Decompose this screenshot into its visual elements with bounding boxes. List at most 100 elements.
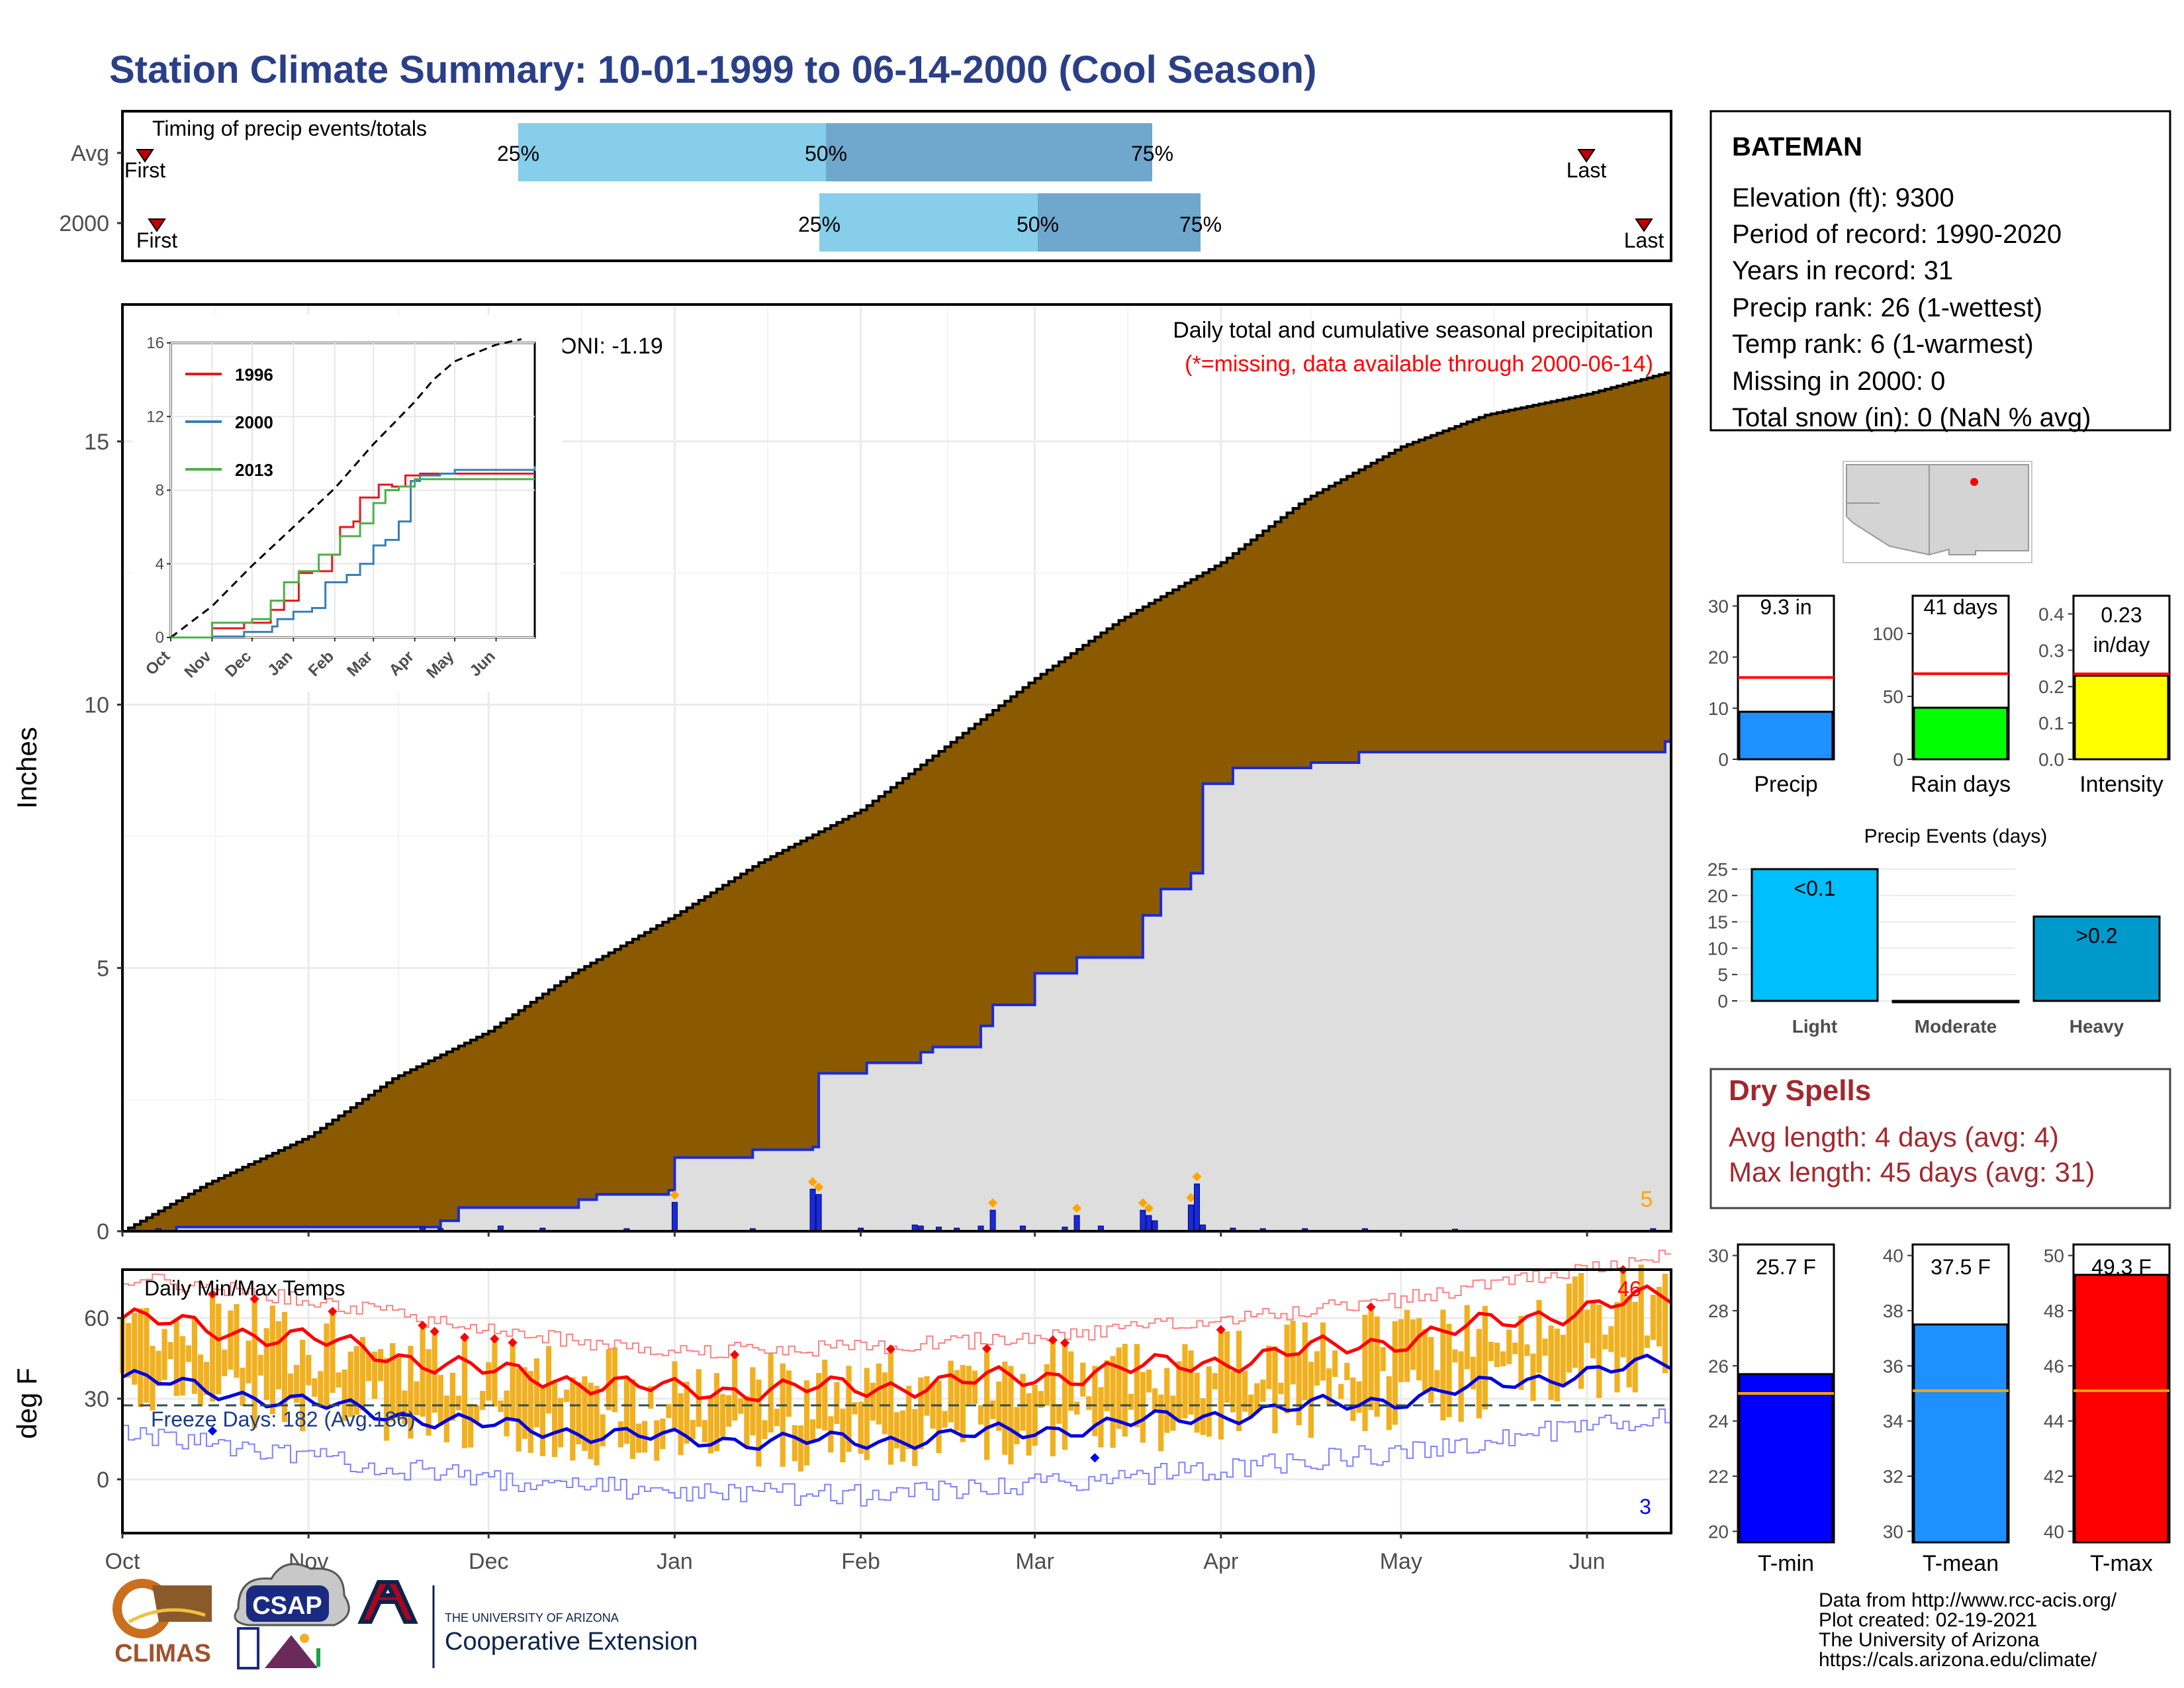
temp-summary-ytick-label: 42 <box>2044 1466 2064 1487</box>
temp-day-bar <box>852 1402 858 1415</box>
inset-gridlines <box>170 342 535 638</box>
mini-bar-value <box>2073 675 2169 761</box>
heavy-event-marker <box>1072 1203 1082 1213</box>
events-ytick-label: 0 <box>1717 991 1728 1011</box>
temp-day-bar <box>978 1405 984 1425</box>
temp-day-bar <box>882 1372 888 1434</box>
ua-top-text: THE UNIVERSITY OF ARIZONA <box>445 1611 619 1624</box>
temp-day-bar <box>762 1420 768 1439</box>
temp-day-bar <box>527 1371 533 1453</box>
temp-day-bar <box>1278 1382 1284 1395</box>
record-high-marker <box>1048 1335 1058 1345</box>
temp-summary-t-min: 25.7 F 20 22 24 26 28 30 T-min <box>1708 1243 1835 1576</box>
temp-day-bar <box>1542 1338 1548 1356</box>
timing-avg-first: First <box>124 158 165 182</box>
precip-yaxis: 0 5 10 15 <box>84 430 122 1244</box>
temp-summary-ytick-label: 40 <box>2044 1521 2064 1542</box>
footer-line: The University of Arizona <box>1819 1629 2040 1651</box>
temp-day-bar <box>228 1310 234 1370</box>
record-high-marker <box>328 1307 338 1317</box>
station-line: Total snow (in): 0 (NaN % avg) <box>1732 403 2091 432</box>
mini-bar-label: Precip <box>1754 772 1817 797</box>
timing-avg-p75: 75% <box>1131 142 1173 165</box>
temp-day-bar <box>1242 1370 1248 1412</box>
record-high-marker <box>207 1289 218 1299</box>
station-line: Missing in 2000: 0 <box>1732 367 1945 396</box>
dry-spells-title: Dry Spells <box>1729 1074 1871 1107</box>
ytick-label: 15 <box>84 430 109 455</box>
temp-summary-ytick-label: 20 <box>1708 1521 1729 1542</box>
temp-day-bar <box>281 1311 288 1423</box>
legend-1996: 1996 <box>235 365 273 385</box>
temp-day-bar <box>510 1342 516 1420</box>
temp-day-bar <box>684 1382 690 1444</box>
temp-day-bar <box>246 1340 251 1383</box>
temp-day-bar <box>1374 1316 1380 1417</box>
daily-precip-bar <box>809 1188 816 1232</box>
temp-day-bar <box>918 1377 924 1450</box>
events-xtick-label: Moderate <box>1915 1016 1997 1037</box>
timing-label: Timing of precip events/totals <box>152 117 427 140</box>
locator-map <box>1843 461 2032 563</box>
temp-summary-ytick-label: 36 <box>1883 1356 1903 1376</box>
temp-day-bar <box>564 1389 570 1402</box>
temp-day-bar <box>1272 1346 1278 1434</box>
temp-day-bar <box>1164 1368 1170 1433</box>
temp-day-bar <box>1188 1350 1194 1415</box>
temp-day-bar <box>1494 1342 1500 1368</box>
temp-day-bar <box>1566 1284 1572 1373</box>
temp-day-bar <box>1380 1347 1386 1372</box>
temp-day-bar <box>1554 1329 1560 1402</box>
temp-day-bar <box>1584 1309 1590 1343</box>
temp-day-bar <box>1578 1273 1584 1389</box>
record-max-count: 46 <box>1617 1277 1641 1301</box>
temp-day-bar <box>504 1390 510 1436</box>
record-high-marker <box>1216 1325 1226 1335</box>
temp-day-bar <box>468 1403 474 1448</box>
events-xtick-label: Light <box>1792 1016 1837 1037</box>
daily-precip-bar <box>1187 1204 1194 1232</box>
temp-day-bar <box>738 1398 744 1414</box>
daily-precip-bar <box>1140 1209 1146 1232</box>
temp-day-bar <box>1638 1264 1644 1359</box>
ytick-label: 10 <box>84 693 109 718</box>
temp-day-bar <box>894 1412 900 1449</box>
climas-text: CLIMAS <box>114 1640 211 1667</box>
temp-summary-value-label: 49.3 F <box>2091 1255 2152 1279</box>
temp-day-bar <box>222 1349 228 1377</box>
temp-day-bar <box>173 1321 179 1396</box>
temp-day-bar <box>1284 1325 1290 1414</box>
temp-day-bar <box>347 1351 353 1417</box>
temp-day-bar <box>1662 1274 1668 1374</box>
temp-day-bar <box>437 1375 443 1425</box>
xtick-label: Oct <box>105 1549 140 1574</box>
temp-day-bar <box>191 1318 198 1394</box>
temp-day-bar <box>1368 1307 1374 1410</box>
temp-day-bar <box>617 1421 623 1448</box>
temp-day-bar <box>648 1385 654 1409</box>
temp-day-bar <box>167 1342 173 1360</box>
events-ytick-label: 20 <box>1707 886 1728 906</box>
temp-day-bar <box>498 1400 504 1413</box>
temp-day-bar <box>858 1401 864 1454</box>
temp-day-bar <box>263 1328 269 1400</box>
temp-day-bar <box>539 1385 546 1456</box>
station-info-box: BATEMAN Elevation (ft): 9300 Period of r… <box>1709 110 2171 432</box>
temp-day-bar <box>1038 1391 1044 1408</box>
temp-day-bar <box>420 1325 426 1417</box>
daily-precip-bar <box>1073 1215 1080 1232</box>
mini-bar-label: Intensity <box>2079 772 2163 797</box>
footer-line: Data from http://www.rcc-acis.org/ <box>1819 1589 2117 1611</box>
temp-day-bar <box>1590 1301 1596 1358</box>
mini-bar-rain-days: 41 days 0 50 100 Rain days <box>1872 594 2011 797</box>
events-ytick-label: 10 <box>1707 938 1728 959</box>
temp-summary-ytick-label: 30 <box>1708 1246 1729 1266</box>
temp-day-bar <box>371 1351 378 1399</box>
xtick-label: Jun <box>1569 1549 1606 1574</box>
temp-day-bar <box>426 1349 432 1436</box>
station-line: Years in record: 31 <box>1732 256 1953 285</box>
mini-ytick-label: 0.1 <box>2038 713 2064 733</box>
timing-2000-p50: 50% <box>1017 212 1059 236</box>
temp-day-bar <box>251 1299 257 1429</box>
temp-day-bar <box>558 1397 564 1448</box>
